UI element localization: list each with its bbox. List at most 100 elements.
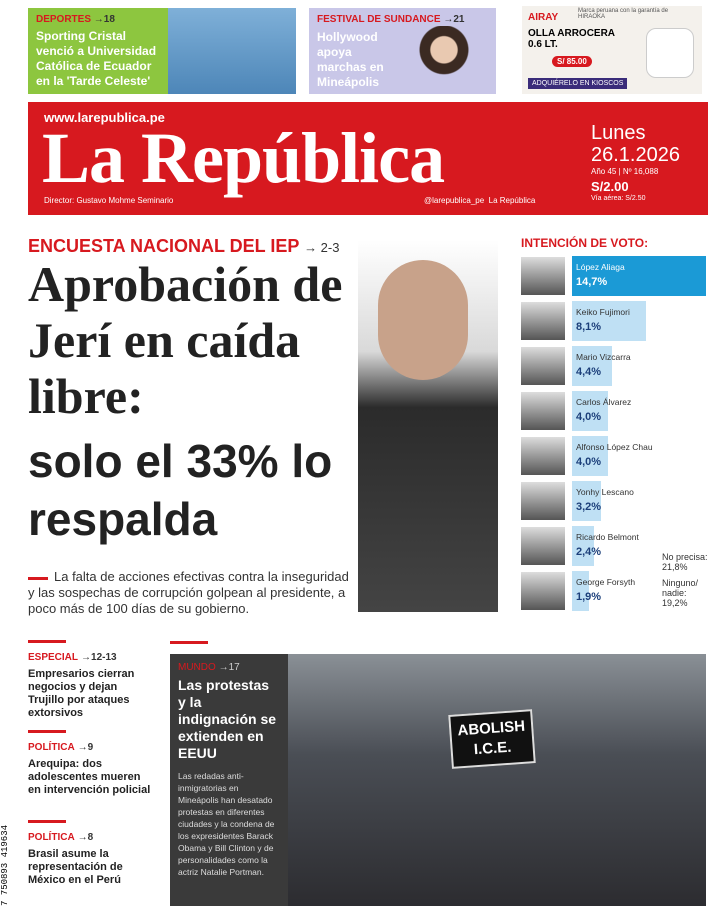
ad-cta: ADQUIÉRELO EN KIOSCOS xyxy=(528,78,628,89)
poll-row: Yonhy Lescano 3,2% xyxy=(520,481,708,521)
candidate-photo xyxy=(521,347,565,385)
face xyxy=(378,260,468,380)
teaser-sundance[interactable]: FESTIVAL DE SUNDANCE →21 Hollywood apoya… xyxy=(309,8,496,94)
candidate-photo xyxy=(521,437,565,475)
other-value: 19,2% xyxy=(662,598,688,608)
candidate-value: 4,0% xyxy=(576,456,602,468)
candidate-name: Ricardo Belmont xyxy=(576,532,639,542)
poll-bar xyxy=(572,436,609,476)
twitter: @larepublica_pe xyxy=(424,196,485,205)
section: FESTIVAL DE SUNDANCE xyxy=(317,14,441,25)
issue: Año 45 | Nº 16,088 xyxy=(591,167,659,176)
section: POLÍTICA xyxy=(28,742,75,753)
section: POLÍTICA xyxy=(28,832,75,843)
rule xyxy=(28,730,66,733)
photo xyxy=(404,26,484,94)
teaser-text: Hollywood apoya marchas en Mineápolis xyxy=(317,30,384,89)
kicker-text: ENCUESTA NACIONAL DEL IEP xyxy=(28,236,300,256)
candidate-photo xyxy=(521,257,565,295)
candidate-value: 1,9% xyxy=(576,591,602,603)
candidate-photo xyxy=(521,482,565,520)
ad-tagline: Marca peruana con la garantía de HIRAOKA xyxy=(578,8,669,20)
candidate-value: 4,4% xyxy=(576,366,602,378)
masthead: www.larepublica.pe La República Director… xyxy=(28,102,708,215)
section: DEPORTES xyxy=(36,14,92,25)
facebook: La República xyxy=(488,196,536,205)
world-headline: Las protestas y la indignación se extien… xyxy=(178,677,277,761)
candidate-name: Yonhy Lescano xyxy=(576,487,634,497)
world-box[interactable]: MUNDO →17 Las protestas y la indignación… xyxy=(170,654,288,906)
others: No precisa: 21,8% Ninguno/ nadie: 19,2% xyxy=(662,552,709,608)
headline-serif: Aprobación de Jerí en caída libre: xyxy=(28,256,343,424)
sign: ABOLISH I.C.E. xyxy=(448,709,536,769)
poll-row: Ricardo Belmont 2,4% xyxy=(520,526,708,566)
poll-bar xyxy=(572,256,706,296)
rule xyxy=(28,577,48,580)
date: 26.1.2026 xyxy=(591,144,680,166)
brief-text[interactable]: Arequipa: dos adolescentes mueren en int… xyxy=(28,758,151,796)
page-ref: →8 xyxy=(77,832,94,843)
world-body: Las redadas anti-inmigratorias en Mineáp… xyxy=(178,771,275,877)
page-ref: →17 xyxy=(218,662,240,673)
photo xyxy=(168,8,296,94)
headline-sans: solo el 33% lo respalda xyxy=(28,435,333,545)
poll-bar xyxy=(572,526,594,566)
other-name: No precisa: xyxy=(662,552,708,562)
product-image xyxy=(646,28,694,78)
poll-bar xyxy=(572,571,590,611)
candidate-photo xyxy=(521,302,565,340)
brief-text[interactable]: Brasil asume la representación de México… xyxy=(28,848,123,886)
deck: La falta de acciones efectivas contra la… xyxy=(28,569,349,616)
candidate-value: 2,4% xyxy=(576,546,602,558)
day: Lunes xyxy=(591,122,646,144)
candidate-name: López Aliaga xyxy=(576,262,625,272)
candidate-value: 14,7% xyxy=(576,276,608,288)
candidate-name: Keiko Fujimori xyxy=(576,307,630,317)
other-name: Ninguno/ nadie: xyxy=(662,578,699,598)
teaser-sports[interactable]: DEPORTES →18 Sporting Cristal venció a U… xyxy=(28,8,296,94)
poll: López Aliaga 14,7% Keiko Fujimori 8,1% Mario… xyxy=(520,256,708,616)
logo: La República xyxy=(42,118,445,198)
ad-product: OLLA ARROCERA 0.6 LT. xyxy=(528,28,615,50)
poll-bar xyxy=(572,481,602,521)
poll-row: George Forsyth 1,9% xyxy=(520,571,708,611)
section: ESPECIAL xyxy=(28,652,79,663)
poll-bar xyxy=(572,391,609,431)
other-value: 21,8% xyxy=(662,562,688,572)
brief-section: ESPECIAL →12-13 xyxy=(28,652,117,663)
ad-brand: AIRAY xyxy=(528,12,559,23)
barcode: 7 750893 419634 xyxy=(0,824,10,906)
url: www.larepublica.pe xyxy=(44,110,165,125)
poll-bar xyxy=(572,301,646,341)
candidate-name: Mario Vizcarra xyxy=(576,352,631,362)
page-ref: →12-13 xyxy=(81,652,117,663)
candidate-name: Alfonso López Chau xyxy=(576,442,653,452)
brief-text[interactable]: Empresarios cierran negocios y dejan Tru… xyxy=(28,668,135,719)
page-ref: →18 xyxy=(93,14,115,25)
poll-bar xyxy=(572,346,613,386)
candidate-photo xyxy=(521,572,565,610)
director: Director: Gustavo Mohme Seminario xyxy=(44,196,174,205)
ad-price: S/ 85.00 xyxy=(552,56,592,67)
section: MUNDO xyxy=(178,662,216,673)
candidate-value: 8,1% xyxy=(576,321,602,333)
ad[interactable]: AIRAY Marca peruana con la garantía de H… xyxy=(522,6,702,94)
page-ref: →9 xyxy=(77,742,94,753)
rule xyxy=(170,641,208,644)
brief-section: POLÍTICA →8 xyxy=(28,832,93,843)
price: S/2.00 xyxy=(591,179,629,194)
poll-row: Alfonso López Chau 4,0% xyxy=(520,436,708,476)
page-ref: → 2-3 xyxy=(304,240,340,255)
candidate-value: 4,0% xyxy=(576,411,602,423)
brief-section: POLÍTICA →9 xyxy=(28,742,93,753)
teaser-text: Sporting Cristal venció a Universidad Ca… xyxy=(36,29,157,88)
candidate-value: 3,2% xyxy=(576,501,602,513)
lead-photo xyxy=(358,240,498,612)
candidate-name: Carlos Álvarez xyxy=(576,397,632,407)
poll-title: INTENCIÓN DE VOTO: xyxy=(521,236,649,250)
rule xyxy=(28,820,66,823)
poll-row: Mario Vizcarra 4,4% xyxy=(520,346,708,386)
poll-row: Keiko Fujimori 8,1% xyxy=(520,301,708,341)
rule xyxy=(28,640,66,643)
